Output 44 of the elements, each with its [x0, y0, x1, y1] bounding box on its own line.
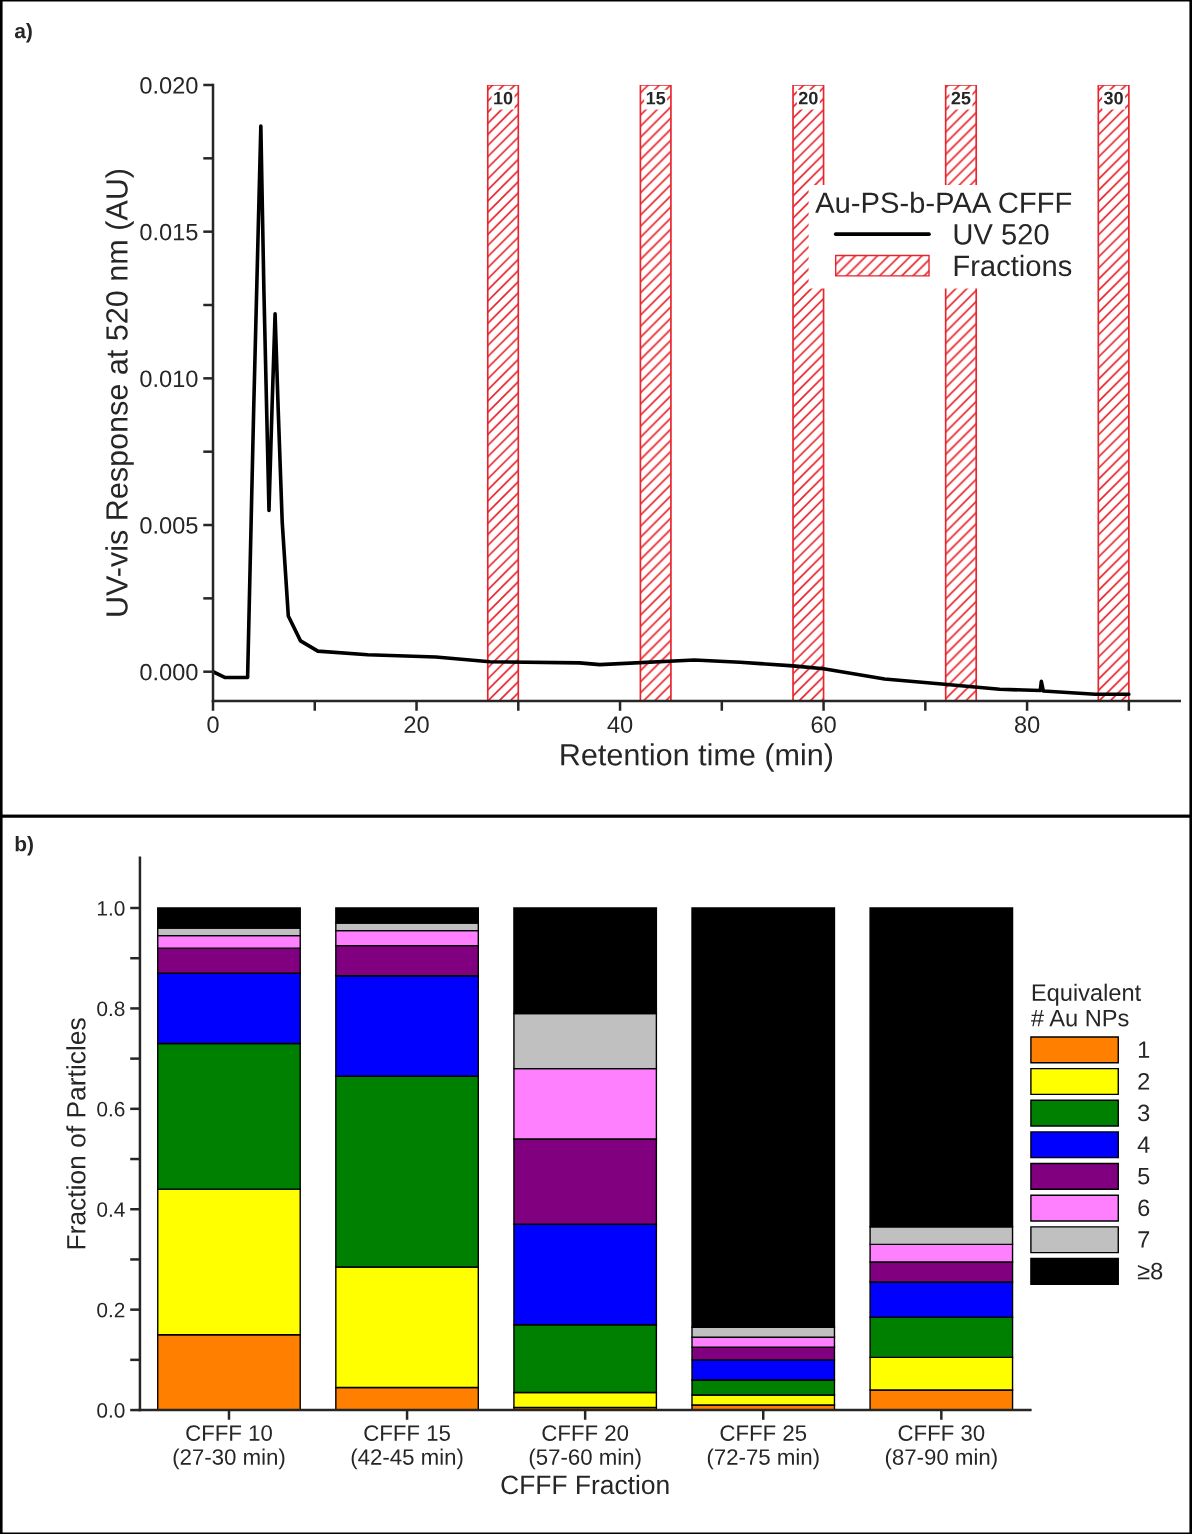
y-axis-title: UV-vis Response at 520 nm (AU): [105, 169, 134, 616]
y-tick-label: 0.015: [140, 223, 198, 241]
x-tick-label: 40: [607, 716, 633, 733]
legend-label: 4: [1137, 1136, 1150, 1153]
y-tick-label: 1.0: [97, 901, 125, 916]
y-tick-label: 0.6: [97, 1101, 125, 1117]
legend-title: Au-PS-b-PAA CFFF: [815, 191, 1072, 214]
band-label: 10: [494, 91, 513, 105]
legend-label: 6: [1138, 1199, 1150, 1217]
legend-label: 7: [1138, 1231, 1150, 1248]
legend-label: UV 520: [954, 223, 1049, 245]
x-tick-label: CFFF 10 (27-30 min): [173, 1425, 285, 1470]
x-axis-title: Retention time (min): [561, 743, 833, 772]
x-tick-label: CFFF 25 (72-75 min): [707, 1425, 819, 1470]
legend-label: 2: [1138, 1072, 1150, 1090]
x-tick-label: 20: [404, 716, 429, 733]
legend-title: Equivalent # Au NPs: [1031, 983, 1141, 1027]
x-tick-label: 60: [811, 716, 836, 733]
x-tick-label: CFFF 15 (42-45 min): [351, 1425, 463, 1470]
legend-label: 5: [1138, 1168, 1150, 1185]
x-tick-label: CFFF 30 (87-90 min): [885, 1425, 997, 1470]
legend-label: 3: [1138, 1104, 1150, 1122]
y-tick-label: 0.4: [97, 1202, 125, 1217]
y-tick-label: 0.2: [97, 1302, 125, 1318]
y-tick-label: 0.0: [97, 1403, 125, 1418]
band-label: 25: [951, 91, 971, 105]
band-label: 20: [798, 91, 818, 105]
legend-label: ≥8: [1137, 1262, 1163, 1280]
x-axis-title: CFFF Fraction: [501, 1474, 669, 1495]
annotation: Fractions: [954, 254, 1072, 277]
x-tick-label: 0: [207, 716, 219, 733]
band-label: 30: [1103, 91, 1123, 105]
text: b): [15, 836, 33, 856]
y-tick-label: 0.020: [140, 77, 198, 94]
legend-label: 1: [1138, 1041, 1150, 1058]
text: a): [14, 23, 32, 43]
y-tick-label: 0.000: [140, 663, 198, 681]
y-tick-label: 0.8: [97, 1001, 125, 1017]
band-label: 15: [646, 91, 666, 105]
y-axis-title: Fraction of Particles: [66, 1018, 86, 1249]
x-tick-label: CFFF 20 (57-60 min): [529, 1425, 641, 1470]
y-tick-label: 0.005: [140, 517, 198, 534]
y-tick-label: 0.010: [140, 370, 198, 388]
x-tick-label: 80: [1014, 716, 1040, 733]
